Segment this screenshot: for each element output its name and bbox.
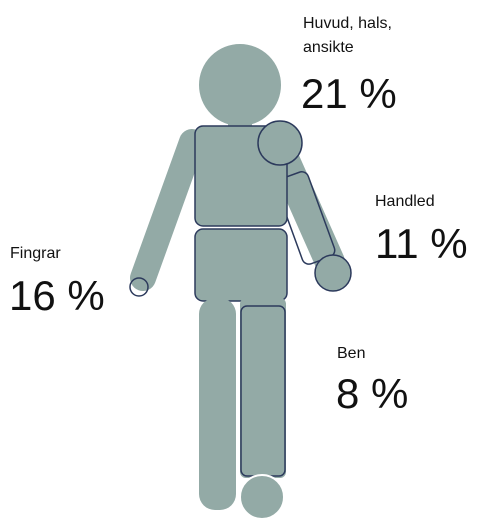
percent: 11 % <box>375 220 468 267</box>
label-text: Fingrar <box>10 245 61 262</box>
percent: 21 % <box>301 70 397 117</box>
shoulder <box>258 121 302 165</box>
right-hand <box>315 255 351 291</box>
torso-outline <box>194 125 288 227</box>
label-text: ansikte <box>303 39 354 56</box>
foot-outline <box>239 474 285 520</box>
left-arm <box>130 129 205 291</box>
label-text: Ben <box>337 345 365 362</box>
label-text: Huvud, hals, <box>303 15 392 32</box>
body-figure <box>129 42 352 520</box>
hips <box>195 229 287 301</box>
finger-outline <box>129 277 149 297</box>
percent: 16 % <box>9 272 105 319</box>
label-text: Handled <box>375 193 435 210</box>
shoulder-outline <box>257 120 303 166</box>
left-leg <box>199 298 236 510</box>
percent: 8 % <box>336 370 408 417</box>
head <box>198 43 282 127</box>
right-leg <box>240 298 286 478</box>
hand-outline <box>314 254 352 292</box>
foot <box>240 475 284 519</box>
